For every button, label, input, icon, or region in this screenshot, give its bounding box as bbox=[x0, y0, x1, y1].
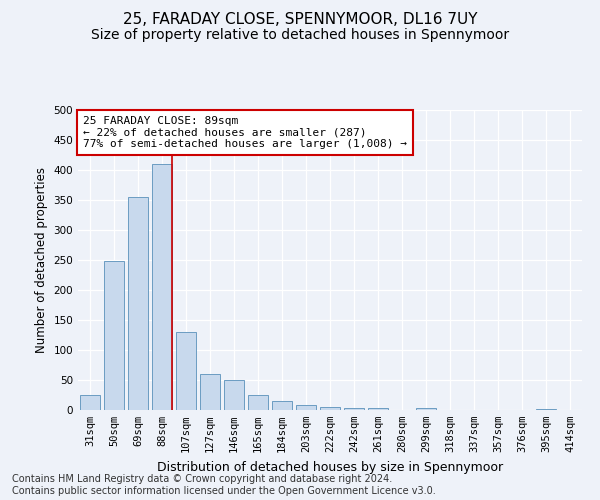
Bar bbox=[128, 197, 148, 410]
X-axis label: Distribution of detached houses by size in Spennymoor: Distribution of detached houses by size … bbox=[157, 460, 503, 473]
Text: 25, FARADAY CLOSE, SPENNYMOOR, DL16 7UY: 25, FARADAY CLOSE, SPENNYMOOR, DL16 7UY bbox=[123, 12, 477, 28]
Bar bbox=[536, 409, 556, 410]
Bar bbox=[224, 380, 244, 410]
Bar bbox=[248, 395, 268, 410]
Bar bbox=[416, 408, 436, 410]
Bar bbox=[296, 405, 316, 410]
Bar bbox=[80, 395, 100, 410]
Bar bbox=[176, 332, 196, 410]
Bar bbox=[200, 374, 220, 410]
Text: Contains HM Land Registry data © Crown copyright and database right 2024.: Contains HM Land Registry data © Crown c… bbox=[12, 474, 392, 484]
Bar bbox=[104, 261, 124, 410]
Bar bbox=[344, 408, 364, 410]
Bar bbox=[320, 407, 340, 410]
Bar bbox=[368, 408, 388, 410]
Bar bbox=[272, 401, 292, 410]
Bar bbox=[152, 164, 172, 410]
Text: 25 FARADAY CLOSE: 89sqm
← 22% of detached houses are smaller (287)
77% of semi-d: 25 FARADAY CLOSE: 89sqm ← 22% of detache… bbox=[83, 116, 407, 149]
Text: Size of property relative to detached houses in Spennymoor: Size of property relative to detached ho… bbox=[91, 28, 509, 42]
Y-axis label: Number of detached properties: Number of detached properties bbox=[35, 167, 48, 353]
Text: Contains public sector information licensed under the Open Government Licence v3: Contains public sector information licen… bbox=[12, 486, 436, 496]
